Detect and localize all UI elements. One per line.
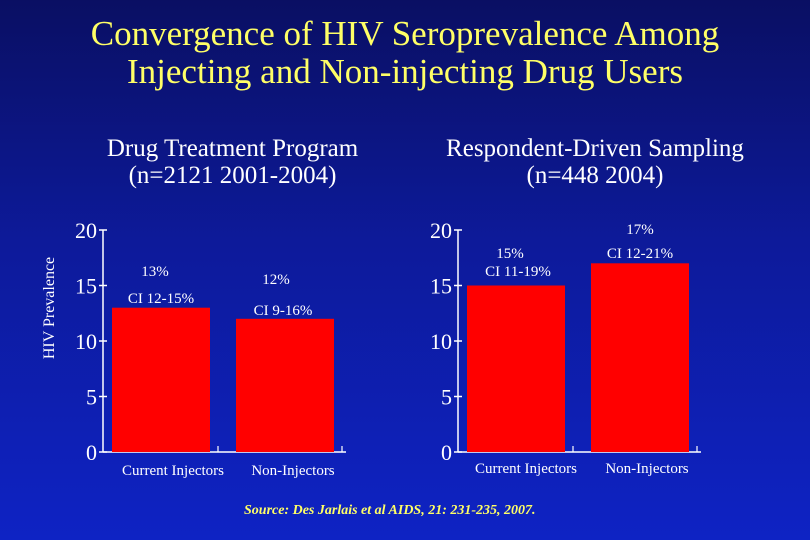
right-y-tick-label: 5 — [441, 385, 452, 410]
right-bar-2 — [591, 263, 689, 452]
slide-title-line-2: Injecting and Non-injecting Drug Users — [127, 52, 683, 91]
left-value-label: 13% — [141, 264, 169, 280]
right-value-label: 17% — [626, 222, 654, 238]
left-y-tick-label: 5 — [86, 385, 97, 410]
left-bar-1 — [112, 307, 210, 452]
left-y-tick-label: 0 — [86, 440, 97, 465]
left-chart-title: Drug Treatment Program (n=2121 2001-2004… — [60, 135, 405, 189]
right-value-label: 15% — [496, 246, 524, 262]
left-y-tick-label: 20 — [75, 218, 97, 243]
right-chart-title-line-2: (n=448 2004) — [526, 162, 664, 189]
left-ci-label: CI 12-15% — [128, 291, 194, 307]
right-y-tick-label: 20 — [430, 218, 452, 243]
left-category-label: Non-Injectors — [251, 463, 334, 479]
left-y-tick-label: 10 — [75, 329, 97, 354]
right-y-tick-label: 10 — [430, 329, 452, 354]
right-y-tick-label: 0 — [441, 440, 452, 465]
left-category-label: Current Injectors — [122, 463, 224, 479]
slide-title-line-1: Convergence of HIV Seroprevalence Among — [90, 14, 720, 53]
left-y-tick-label: 15 — [75, 274, 97, 299]
right-bar-1 — [467, 285, 565, 452]
right-ci-label: CI 11-19% — [485, 264, 551, 280]
left-value-label: 12% — [262, 272, 290, 288]
right-chart-title: Respondent-Driven Sampling (n=448 2004) — [410, 135, 780, 189]
right-category-label: Non-Injectors — [605, 461, 688, 477]
source-citation: Source: Des Jarlais et al AIDS, 21: 231-… — [244, 503, 536, 518]
left-chart-title-line-1: Drug Treatment Program — [106, 135, 359, 162]
right-y-tick-label: 15 — [430, 274, 452, 299]
left-ci-label: CI 9-16% — [254, 303, 313, 319]
right-chart-title-line-1: Respondent-Driven Sampling — [446, 135, 744, 162]
right-category-label: Current Injectors — [475, 461, 577, 477]
left-bar-2 — [236, 318, 334, 452]
right-ci-label: CI 12-21% — [607, 246, 673, 262]
left-chart-title-line-2: (n=2121 2001-2004) — [128, 162, 337, 189]
